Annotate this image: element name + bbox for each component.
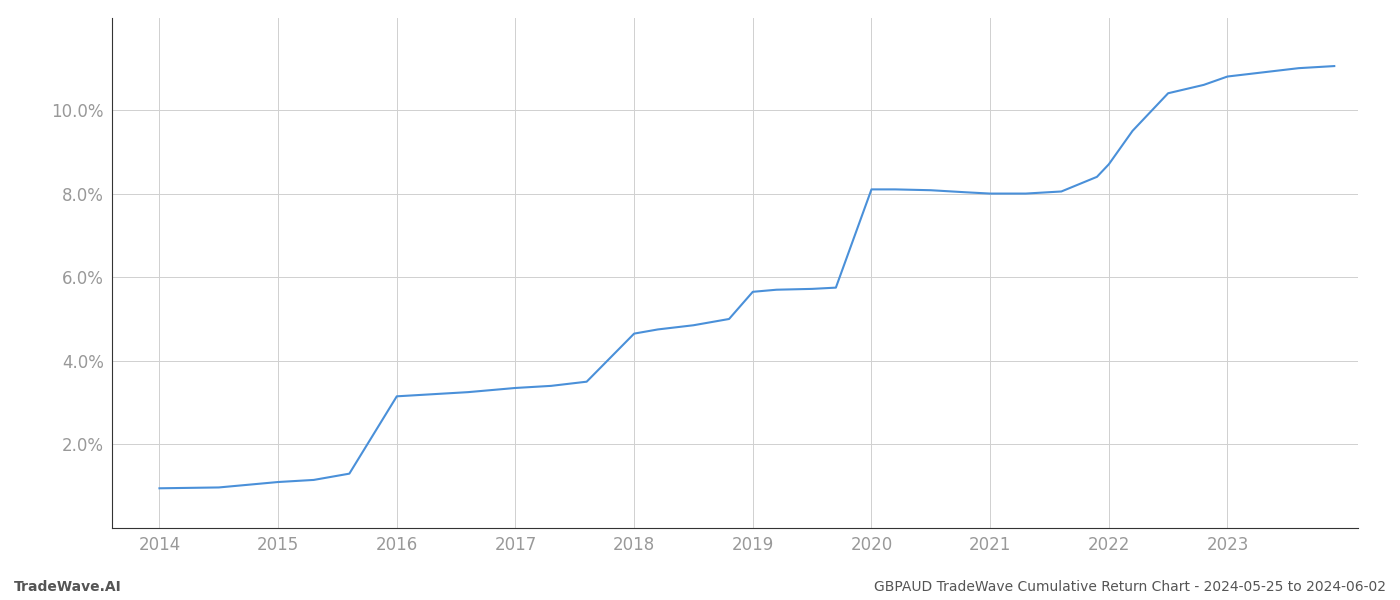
Text: TradeWave.AI: TradeWave.AI	[14, 580, 122, 594]
Text: GBPAUD TradeWave Cumulative Return Chart - 2024-05-25 to 2024-06-02: GBPAUD TradeWave Cumulative Return Chart…	[874, 580, 1386, 594]
